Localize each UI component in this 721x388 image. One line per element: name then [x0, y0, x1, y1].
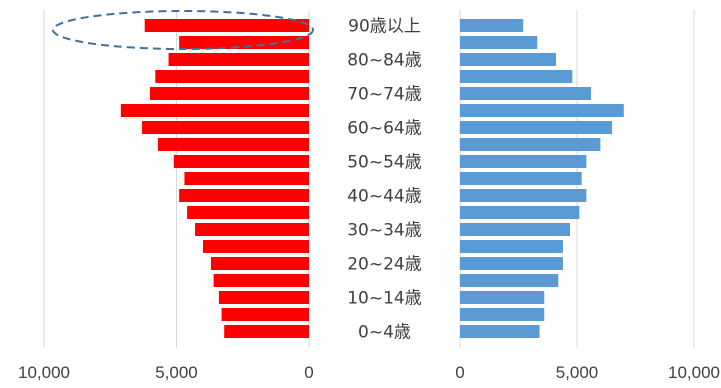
bar-left-8 — [179, 189, 309, 202]
bar-right-13 — [460, 104, 624, 117]
bar-left-10 — [173, 155, 309, 168]
x-tick-right: 10,000 — [668, 363, 720, 382]
age-label: 20~24歳 — [347, 255, 422, 275]
age-label: 80~84歳 — [347, 51, 422, 71]
x-tick-right: 0 — [455, 363, 464, 382]
age-category-labels: 0~4歳 10~14歳 20~24歳 30~34歳 40~44歳 50~54歳 60~64歳… — [347, 17, 422, 343]
bar-left-11 — [157, 138, 309, 151]
bar-right-15 — [460, 70, 573, 83]
age-label: 30~34歳 — [347, 221, 422, 241]
bar-left-4 — [210, 257, 309, 270]
bar-left-12 — [142, 121, 309, 134]
highlight-ellipse — [52, 10, 314, 50]
bar-left-16 — [168, 53, 309, 66]
bar-left-7 — [187, 206, 309, 219]
bar-right-3 — [460, 274, 559, 287]
bar-left-2 — [218, 291, 309, 304]
bar-right-9 — [460, 172, 582, 185]
left-series-bars — [120, 19, 309, 338]
bar-right-18 — [460, 19, 524, 32]
age-label: 50~54歳 — [347, 153, 422, 173]
x-tick-left: 10,000 — [18, 363, 70, 382]
right-series-bars — [460, 19, 624, 338]
bar-left-18 — [144, 19, 309, 32]
bar-right-7 — [460, 206, 580, 219]
bar-left-1 — [221, 308, 309, 321]
bar-right-16 — [460, 53, 556, 66]
left-axis-tick-labels: 10,000 5,000 0 — [18, 363, 314, 382]
bar-right-10 — [460, 155, 587, 168]
bar-right-8 — [460, 189, 587, 202]
bar-left-14 — [150, 87, 309, 100]
bar-left-3 — [213, 274, 309, 287]
right-axis-tick-labels: 0 5,000 10,000 — [455, 363, 720, 382]
age-label: 60~64歳 — [347, 119, 422, 139]
bar-left-6 — [195, 223, 309, 236]
age-label: 90歳以上 — [348, 17, 421, 37]
x-tick-left: 0 — [304, 363, 313, 382]
bar-left-17 — [179, 36, 309, 49]
bar-right-5 — [460, 240, 563, 253]
bar-right-17 — [460, 36, 538, 49]
age-label: 40~44歳 — [347, 187, 422, 207]
age-label: 10~14歳 — [347, 289, 422, 309]
age-label: 70~74歳 — [347, 85, 422, 105]
bar-left-0 — [224, 325, 309, 338]
bar-right-12 — [460, 121, 613, 134]
bar-left-13 — [120, 104, 309, 117]
x-tick-right: 5,000 — [556, 363, 599, 382]
bar-right-6 — [460, 223, 570, 236]
bar-right-2 — [460, 291, 545, 304]
bar-left-15 — [155, 70, 309, 83]
bar-right-11 — [460, 138, 601, 151]
bar-right-1 — [460, 308, 545, 321]
x-tick-left: 5,000 — [155, 363, 198, 382]
bar-right-0 — [460, 325, 540, 338]
bar-right-14 — [460, 87, 592, 100]
bar-right-4 — [460, 257, 563, 270]
bar-left-9 — [184, 172, 309, 185]
bar-left-5 — [203, 240, 309, 253]
age-label: 0~4歳 — [358, 323, 411, 343]
